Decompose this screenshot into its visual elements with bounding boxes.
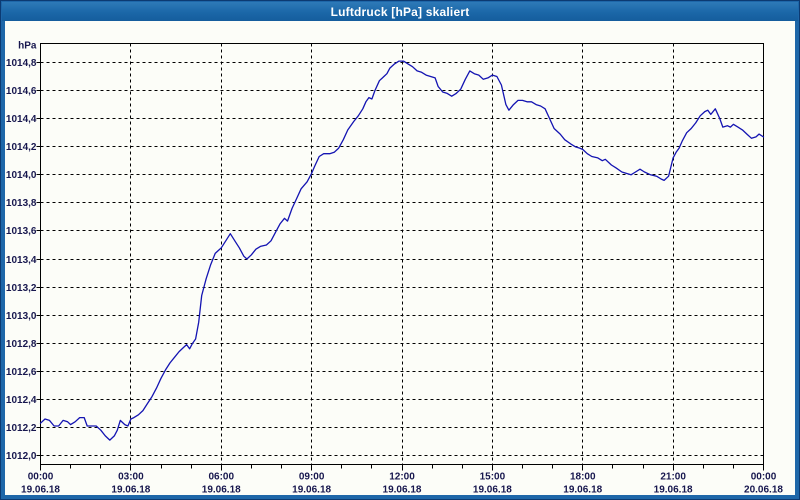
x-tick-date-label: 19.06.18 — [654, 485, 693, 496]
y-tick-label: 1012,8 — [6, 339, 37, 350]
y-axis-unit-label: hPa — [18, 41, 37, 52]
pressure-chart: 1014,8 1014,6 1014,4 1014,2 1014,0 1013,8 1013… — [6, 41, 783, 496]
x-tick-time-label: 06:00 — [208, 472, 234, 483]
y-tick-label: 1014,0 — [6, 170, 37, 181]
x-tick-time-label: 03:00 — [118, 472, 144, 483]
y-tick-label: 1012,4 — [6, 395, 37, 406]
pressure-line — [39, 60, 765, 441]
window-title: Luftdruck [hPa] skaliert — [330, 4, 470, 19]
y-tick-label: 1013,4 — [6, 255, 37, 266]
y-tick-label: 1013,6 — [6, 226, 37, 237]
x-tick-date-label: 19.06.18 — [202, 485, 241, 496]
y-tick-label: 1012,0 — [6, 451, 37, 462]
x-tick-time-label: 18:00 — [570, 472, 596, 483]
x-tick-date-label: 19.06.18 — [111, 485, 150, 496]
y-tick-label: 1013,0 — [6, 311, 37, 322]
plot-border — [40, 43, 764, 465]
x-tick-time-label: 21:00 — [660, 472, 686, 483]
y-tick-label: 1013,8 — [6, 198, 37, 209]
chart-panel: 1014,8 1014,6 1014,4 1014,2 1014,0 1013,8 1013… — [5, 21, 795, 495]
x-tick-date-label: 19.06.18 — [21, 485, 60, 496]
y-tick-label: 1014,4 — [6, 114, 37, 125]
y-tick-label: 1014,2 — [6, 142, 37, 153]
x-tick-date-label: 19.06.18 — [292, 485, 331, 496]
x-tick-date-label: 19.06.18 — [473, 485, 512, 496]
x-tick-time-label: 15:00 — [480, 472, 506, 483]
title-bar: Luftdruck [hPa] skaliert — [2, 2, 798, 21]
y-tick-label: 1014,6 — [6, 86, 37, 97]
y-tick-label: 1012,6 — [6, 367, 37, 378]
x-tick-time-label: 00:00 — [28, 472, 54, 483]
y-tick-label: 1014,8 — [6, 58, 37, 69]
x-tick-date-label: 20.06.18 — [744, 485, 783, 496]
x-tick-time-label: 00:00 — [751, 472, 777, 483]
x-tick-time-label: 09:00 — [299, 472, 325, 483]
y-tick-label: 1013,2 — [6, 283, 37, 294]
x-tick-time-label: 12:00 — [389, 472, 415, 483]
y-tick-label: 1012,2 — [6, 423, 37, 434]
x-tick-date-label: 19.06.18 — [383, 485, 422, 496]
x-tick-date-label: 19.06.18 — [563, 485, 602, 496]
